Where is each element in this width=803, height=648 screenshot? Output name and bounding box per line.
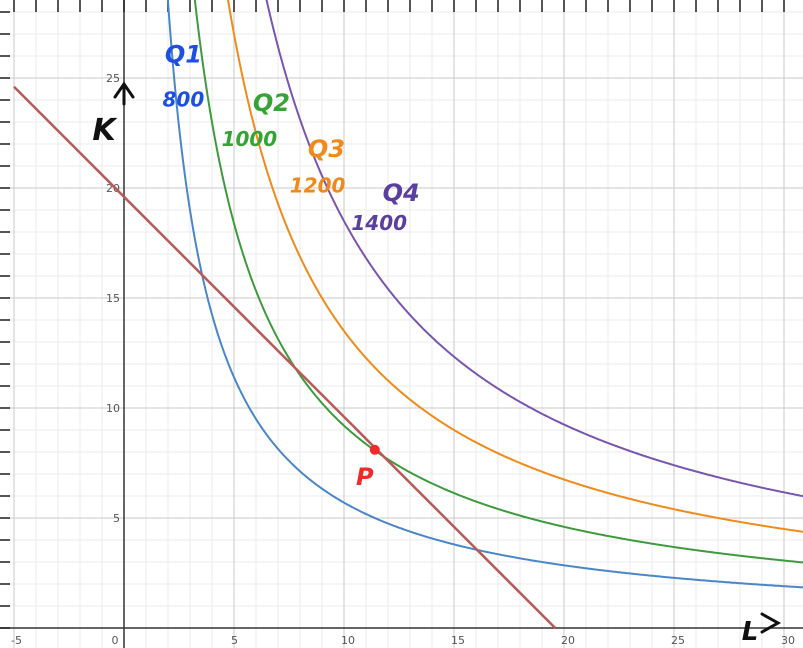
series-label-q2: 1000 [222,127,278,151]
y-tick-label: 5 [113,512,120,525]
x-axis-arrow-icon [760,612,782,634]
edge-tick-marks [0,0,785,629]
x-tick-label: 15 [451,634,465,647]
series-label-q4: 1400 [351,211,407,235]
x-tick-label: 20 [561,634,575,647]
series-label-q1: 800 [163,88,205,112]
series-labels: K L Q1 800 Q2 1000 Q3 1200 Q4 1400 [92,41,782,647]
x-tick-label: 10 [341,634,355,647]
isoquant-q1 [166,0,803,589]
isoquant-q4 [265,0,803,498]
series-name-q4: Q4 [383,179,420,207]
point-p-marker [369,444,380,455]
y-axis-label: K [92,113,118,148]
series-name-q3: Q3 [308,135,345,163]
y-axis-arrow-icon [113,81,135,106]
tick-labels: -5 0 5 10 15 20 25 30 5 10 15 20 25 [11,72,795,647]
point-group: P [356,444,380,491]
y-tick-label: 15 [106,292,120,305]
series-name-q1: Q1 [165,41,202,69]
x-tick-label: -5 [11,634,22,647]
x-tick-label: 5 [231,634,238,647]
y-tick-label: 25 [106,72,120,85]
x-tick-label: 30 [781,634,795,647]
x-tick-label: 25 [671,634,685,647]
budget-line-group [13,85,557,629]
y-tick-label: 20 [106,182,120,195]
budget-line [13,85,557,629]
series-name-q2: Q2 [253,89,290,117]
point-p-label: P [356,463,374,491]
x-axis-label: L [742,617,759,647]
isoquant-q3 [227,0,803,533]
y-tick-label: 10 [106,402,120,415]
series-label-q3: 1200 [290,173,346,197]
x-tick-label: 0 [112,634,119,647]
